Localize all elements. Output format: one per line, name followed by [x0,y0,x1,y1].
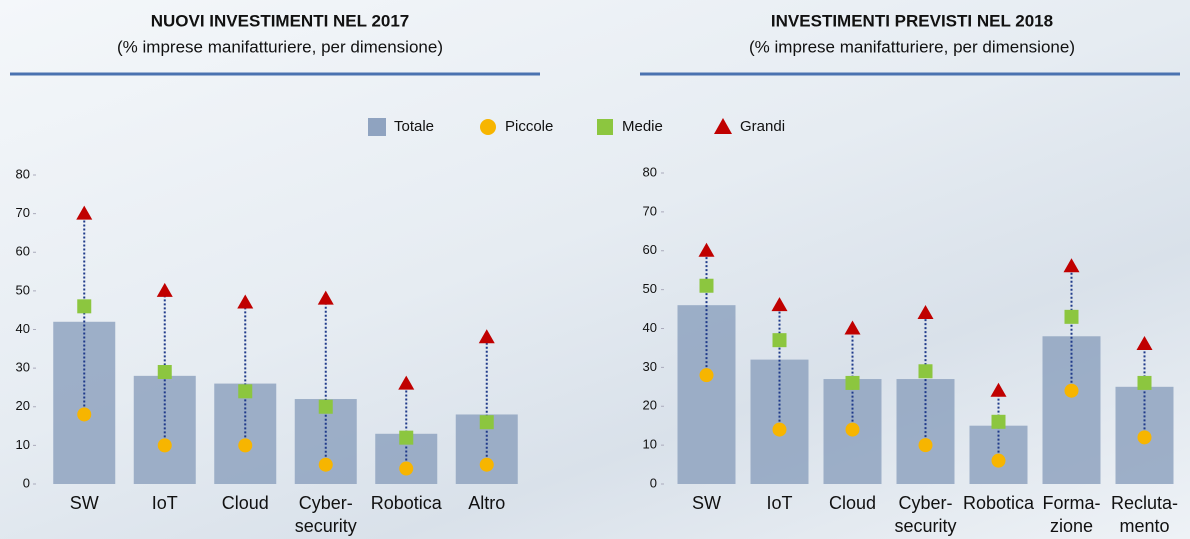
x-tick-label: security [295,516,357,536]
y-tick-label: 40 [16,321,30,336]
x-tick-label: Altro [468,493,505,513]
dot-grandi [398,375,415,390]
dot-piccole [399,461,414,476]
legend-label: Grandi [740,118,785,135]
legend-swatch [714,118,732,134]
legend-label: Piccole [505,118,553,135]
y-tick-label: 30 [643,359,657,374]
dot-piccole [991,453,1006,468]
x-tick-label: Cyber- [299,493,353,513]
x-tick-label: IoT [152,493,178,513]
dot-medie [1064,309,1079,324]
y-tick-label: 60 [643,242,657,257]
x-tick-label: Cloud [222,493,269,513]
dot-medie [845,375,860,390]
dot-grandi [771,297,788,312]
bar [677,305,736,484]
x-tick-label: Recluta- [1111,493,1178,513]
y-tick-label: 80 [16,166,30,181]
dot-grandi [917,304,934,319]
chart-subtitle: (% imprese manifatturiere, per dimension… [117,37,443,56]
dot-medie [918,364,933,379]
y-tick-label: 0 [23,475,30,490]
dot-piccole [845,422,860,437]
dot-piccole [1137,430,1152,445]
y-tick-label: 70 [16,205,30,220]
y-tick-label: 70 [643,203,657,218]
dot-piccole [1064,383,1079,398]
legend-swatch [597,119,613,135]
dot-grandi [156,282,173,297]
x-tick-label: Robotica [371,493,443,513]
dot-grandi [76,205,93,220]
dot-medie [991,414,1006,429]
dot-grandi [698,242,715,257]
chart-title: NUOVI INVESTIMENTI NEL 2017 [151,11,410,30]
dot-medie [157,364,172,379]
dot-piccole [238,438,253,453]
x-tick-label: IoT [766,493,792,513]
dot-piccole [699,368,714,383]
dot-piccole [157,438,172,453]
y-tick-label: 10 [643,437,657,452]
dot-medie [238,384,253,399]
y-tick-label: 30 [16,360,30,375]
x-tick-label: zione [1050,516,1093,536]
dot-piccole [318,457,333,472]
x-tick-label: Forma- [1043,493,1101,513]
y-tick-label: 50 [643,281,657,296]
x-tick-label: Cyber- [898,493,952,513]
x-tick-label: Cloud [829,493,876,513]
y-tick-label: 50 [16,282,30,297]
bar [750,359,809,484]
dot-piccole [918,438,933,453]
y-tick-label: 20 [643,398,657,413]
x-tick-label: mento [1119,516,1169,536]
legend-swatch [368,118,386,136]
x-tick-label: SW [692,493,721,513]
y-tick-label: 40 [643,320,657,335]
dot-medie [772,333,787,348]
y-tick-label: 10 [16,437,30,452]
dot-piccole [479,457,494,472]
legend-label: Medie [622,118,663,135]
y-tick-label: 60 [16,244,30,259]
dot-medie [77,299,92,314]
dot-grandi [1063,258,1080,273]
y-tick-label: 0 [650,475,657,490]
dot-grandi [990,382,1007,397]
dot-grandi [237,294,254,309]
dot-medie [1137,375,1152,390]
bar [133,375,196,484]
dot-medie [479,415,494,430]
y-tick-label: 20 [16,398,30,413]
dot-medie [699,278,714,293]
dot-medie [318,399,333,414]
bar [214,383,277,484]
dot-grandi [317,290,334,305]
chart-title: INVESTIMENTI PREVISTI NEL 2018 [771,11,1053,30]
chart-subtitle: (% imprese manifatturiere, per dimension… [749,37,1075,56]
legend-swatch [480,119,496,135]
dot-grandi [844,320,861,335]
dot-grandi [478,329,495,344]
dot-grandi [1136,336,1153,351]
dot-piccole [77,407,92,422]
dot-piccole [772,422,787,437]
dot-medie [399,430,414,445]
x-tick-label: SW [70,493,99,513]
x-tick-label: Robotica [963,493,1035,513]
x-tick-label: security [894,516,956,536]
y-tick-label: 80 [643,164,657,179]
legend-label: Totale [394,118,434,135]
